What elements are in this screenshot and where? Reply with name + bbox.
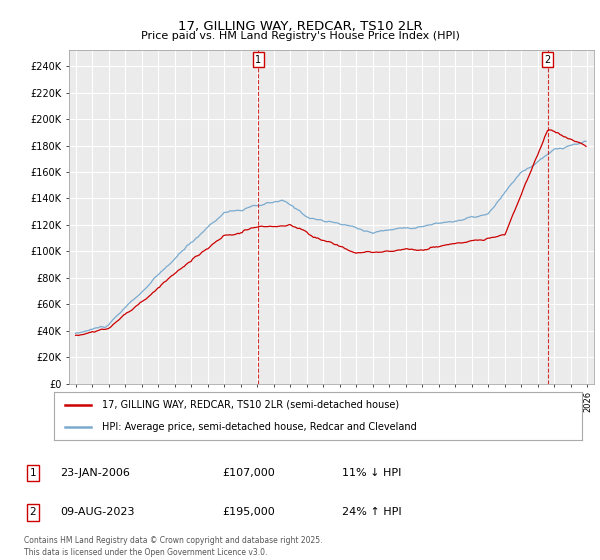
Text: 1: 1: [256, 55, 262, 64]
Text: 2: 2: [545, 55, 551, 64]
Text: HPI: Average price, semi-detached house, Redcar and Cleveland: HPI: Average price, semi-detached house,…: [101, 422, 416, 432]
Text: Contains HM Land Registry data © Crown copyright and database right 2025.
This d: Contains HM Land Registry data © Crown c…: [24, 536, 323, 557]
Text: 17, GILLING WAY, REDCAR, TS10 2LR: 17, GILLING WAY, REDCAR, TS10 2LR: [178, 20, 422, 32]
Text: 23-JAN-2006: 23-JAN-2006: [60, 468, 130, 478]
Text: 2: 2: [29, 507, 37, 517]
Text: 09-AUG-2023: 09-AUG-2023: [60, 507, 134, 517]
Text: 17, GILLING WAY, REDCAR, TS10 2LR (semi-detached house): 17, GILLING WAY, REDCAR, TS10 2LR (semi-…: [101, 400, 398, 410]
Text: £107,000: £107,000: [222, 468, 275, 478]
Text: £195,000: £195,000: [222, 507, 275, 517]
Text: Price paid vs. HM Land Registry's House Price Index (HPI): Price paid vs. HM Land Registry's House …: [140, 31, 460, 41]
Text: 24% ↑ HPI: 24% ↑ HPI: [342, 507, 401, 517]
Text: 1: 1: [29, 468, 37, 478]
Text: 11% ↓ HPI: 11% ↓ HPI: [342, 468, 401, 478]
